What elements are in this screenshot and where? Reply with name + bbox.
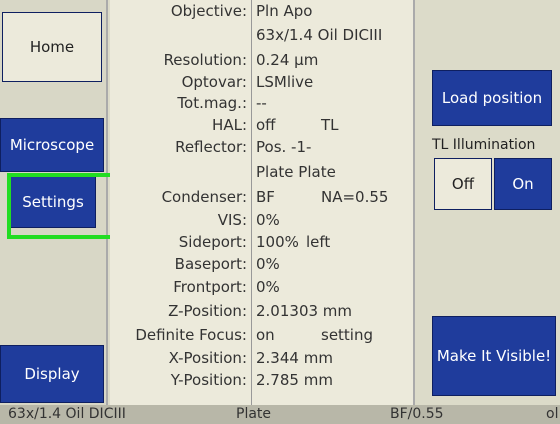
row-label: Y-Position: [170,371,247,389]
row-extra: TL [321,116,339,134]
make-visible-button[interactable]: Make It Visible! [432,316,556,396]
row-label: Condenser: [161,188,247,206]
on-button[interactable]: On [494,158,552,210]
settings-button[interactable]: Settings [10,176,96,228]
row-value: on [256,326,275,344]
row-label: Frontport: [173,278,247,296]
row-value: 63x/1.4 Oil DICIII [256,26,383,44]
row-value: Pos. -1- [256,138,312,156]
row-label: Optovar: [181,73,247,91]
footer-item: BF/0.55 [390,406,444,422]
row-label: Sideport: [178,233,247,251]
row-value: 2.785 mm [256,371,333,389]
row-label: VIS: [217,211,247,229]
off-button[interactable]: Off [434,158,492,210]
row-label: Baseport: [174,255,247,273]
row-value: 0% [256,255,280,273]
row-value: off [256,116,276,134]
row-label: Reflector: [175,138,247,156]
row-extra: NA=0.55 [321,188,389,206]
row-extra: setting [321,326,374,344]
row-label: Resolution: [163,51,247,69]
load-position-button[interactable]: Load position [432,70,552,126]
row-label: HAL: [212,116,247,134]
highlight [7,173,123,239]
footer-item: Plate [236,406,272,422]
illumination-label: TL Illumination [432,137,536,153]
row-value: 2.01303 mm [256,302,353,320]
display-button[interactable]: Display [0,345,104,403]
row-label: Objective: [170,2,247,20]
divider [251,0,252,405]
row-label: X-Position: [168,349,247,367]
row-value: 100% [256,233,299,251]
row-extra: left [306,233,331,251]
status-bar: 63x/1.4 Oil DICIII Plate BF/0.55 ol [0,405,560,424]
row-label: Definite Focus: [135,326,247,344]
status-panel: Objective: Pln Apo 63x/1.4 Oil DICIII Resol… [110,0,415,405]
microscope-button[interactable]: Microscope [0,118,104,172]
row-value: -- [256,94,267,112]
row-value: Plate Plate [256,163,336,181]
row-label: Tot.mag.: [177,94,247,112]
row-value: 0% [256,278,280,296]
row-value: Pln Apo [256,2,313,20]
home-button[interactable]: Home [2,12,102,82]
row-value: BF [256,188,275,206]
row-value: 0% [256,211,280,229]
row-label: Z-Position: [168,302,247,320]
footer-item: 63x/1.4 Oil DICIII [8,406,126,422]
row-value: LSMlive [256,73,314,91]
row-value: 0.24 µm [256,51,319,69]
row-value: 2.344 mm [256,349,333,367]
footer-item: ol [546,406,559,422]
